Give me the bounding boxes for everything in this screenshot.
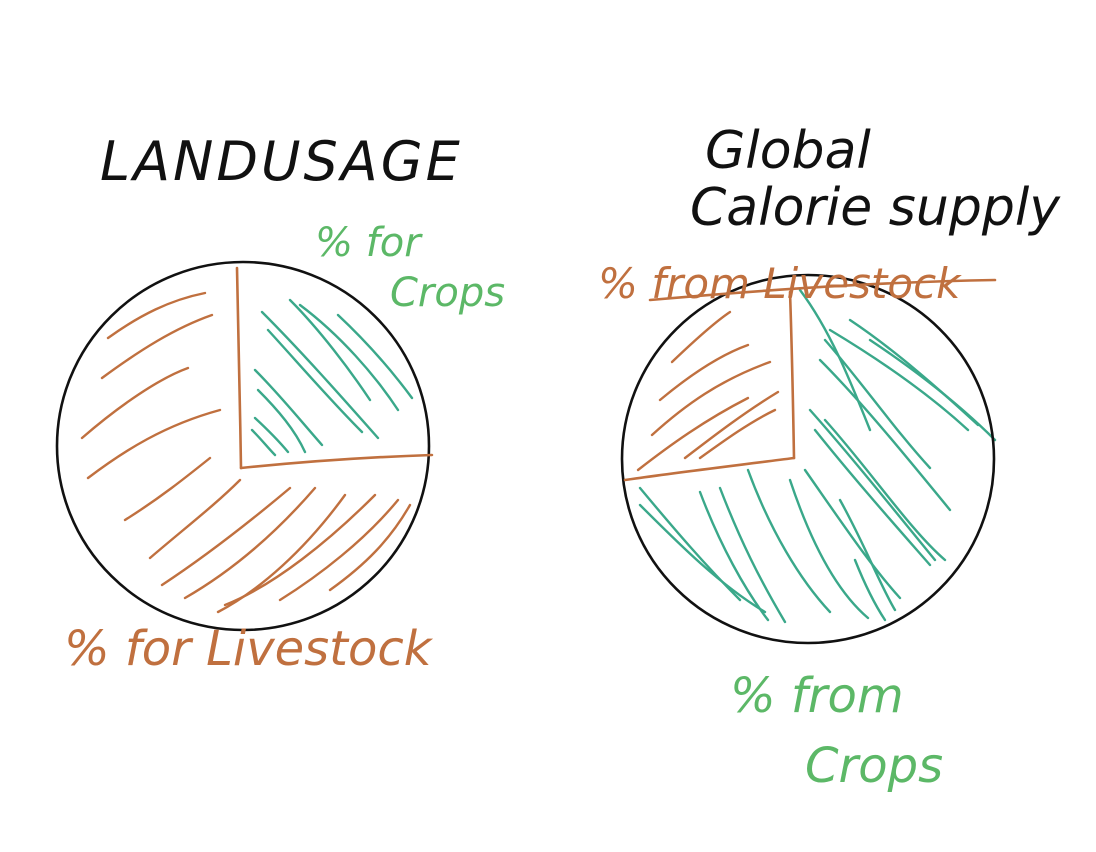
hatch-stroke [223, 493, 377, 607]
hatch-stroke [718, 486, 787, 624]
hatch-stroke [746, 468, 832, 614]
hatch-stroke [636, 396, 750, 472]
hatch-stroke [86, 408, 222, 480]
hatch-stroke [670, 310, 732, 364]
pie-calorie-supply-label-crops-line2: Crops [805, 738, 943, 794]
hatch-stroke [828, 328, 970, 432]
hatch-stroke [823, 418, 947, 562]
hatch-stroke [160, 486, 292, 587]
pie-calorie-supply-slice-crops [638, 288, 997, 624]
hatch-stroke [813, 428, 932, 567]
hatch-stroke [250, 428, 277, 457]
hatch-stroke [638, 486, 742, 602]
pie-land-usage-slice-livestock [80, 291, 412, 614]
hatch-stroke [698, 408, 777, 460]
hatch-stroke [336, 313, 414, 400]
hatch-stroke [260, 310, 380, 440]
pie-calorie-supply-slice-livestock [636, 310, 780, 472]
hatch-stroke [253, 416, 290, 454]
pie-land-usage-label-crops-line2: Crops [390, 270, 505, 316]
hatch-stroke [148, 478, 242, 560]
pie-land-usage: LANDUSAGE [55, 130, 505, 677]
hatch-stroke [853, 558, 887, 622]
pie-calorie-supply-label-underline [648, 278, 997, 302]
hatch-stroke [253, 368, 324, 447]
pie-land-usage-divider-horizontal [239, 453, 434, 470]
hatch-stroke [183, 486, 317, 600]
hatch-stroke [106, 291, 207, 340]
pie-land-usage-slice-crops [250, 298, 414, 457]
hatch-stroke [683, 390, 780, 460]
hatch-stroke [278, 498, 400, 602]
hatch-stroke [788, 478, 870, 620]
hatch-stroke [658, 343, 750, 402]
hatch-stroke [288, 298, 372, 402]
hatch-stroke [803, 468, 902, 600]
hatch-stroke [100, 313, 214, 380]
hatch-stroke [838, 498, 897, 612]
pie-calorie-supply-label-crops-line1: % from [730, 668, 904, 724]
pie-land-usage-title: LANDUSAGE [100, 130, 463, 193]
hatch-stroke [650, 360, 772, 437]
hatch-stroke [123, 456, 212, 522]
pie-land-usage-outline [55, 260, 431, 632]
hatch-stroke [823, 338, 932, 470]
pie-calorie-supply-divider-horizontal [623, 456, 796, 482]
pie-calorie-supply: Global Calorie supply [598, 121, 1061, 794]
hatch-stroke [80, 366, 190, 440]
pie-land-usage-divider-vertical [235, 266, 243, 470]
pie-calorie-supply-divider-vertical [788, 290, 796, 460]
pie-calorie-supply-title-line1: Global [705, 121, 871, 181]
hatch-stroke [328, 503, 412, 592]
pie-calorie-supply-title-line2: Calorie supply [690, 178, 1061, 238]
pie-land-usage-label-livestock: % for Livestock [64, 621, 434, 677]
hatch-stroke [808, 408, 937, 562]
hatch-stroke [698, 490, 770, 622]
hatch-stroke [848, 318, 980, 427]
hatch-stroke [298, 303, 400, 412]
hatch-stroke [818, 358, 952, 512]
hatch-stroke [638, 503, 767, 614]
hatch-stroke [266, 328, 364, 434]
pie-calorie-supply-outline [620, 273, 996, 645]
hatch-stroke [256, 388, 307, 454]
hatch-stroke [216, 493, 347, 614]
pie-calorie-supply-label-livestock: % from Livestock [598, 259, 962, 308]
pie-land-usage-label-crops-line1: % for [315, 220, 423, 266]
